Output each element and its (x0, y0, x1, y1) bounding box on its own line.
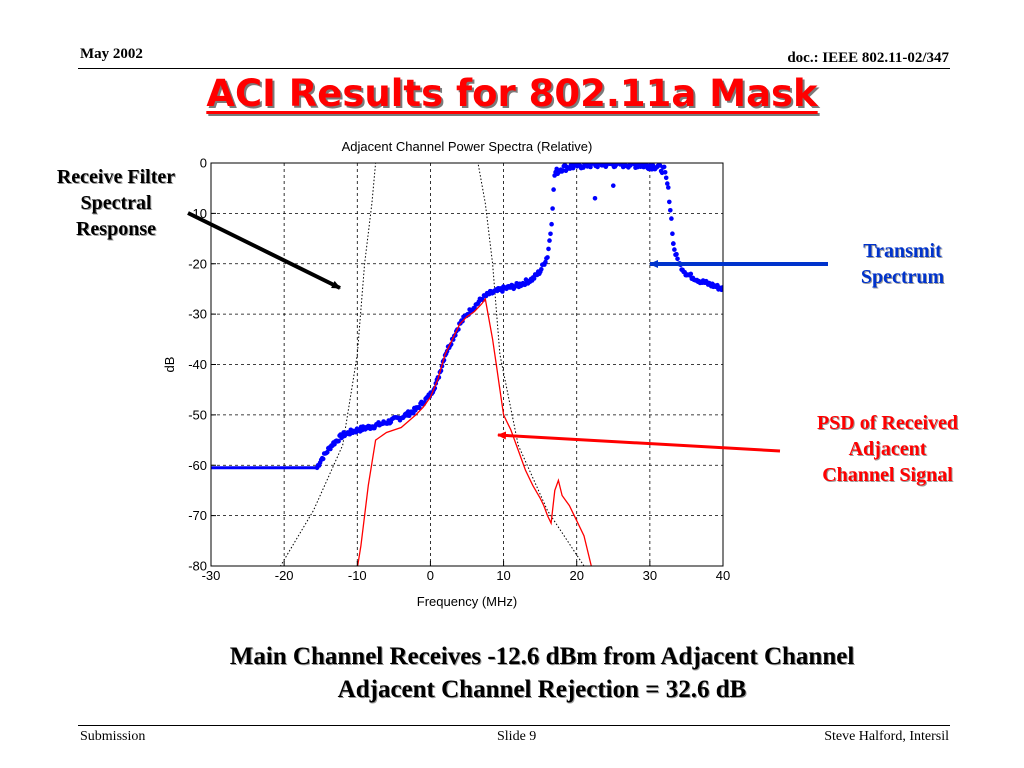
receive-filter-curve (279, 163, 586, 566)
transmit-marker (592, 195, 598, 201)
y-tick-label: -60 (188, 458, 207, 473)
plot-background (211, 163, 723, 566)
y-tick-label: -50 (188, 407, 207, 422)
transmit-marker (581, 165, 586, 170)
psd-received-curve (356, 297, 592, 566)
transmit-marker (675, 256, 680, 262)
transmit-marker (325, 449, 330, 455)
annotation-arrows (187, 211, 828, 453)
x-tick-label: 30 (643, 568, 657, 583)
x-tick-label: -30 (202, 568, 221, 583)
transmit-marker (670, 231, 675, 236)
transmit-marker (551, 187, 556, 192)
transmit-marker (539, 267, 544, 272)
transmit-marker (650, 163, 656, 168)
receive-filter-label: Receive Filter Spectral Response (28, 164, 204, 242)
transmit-marker (665, 181, 670, 186)
chart-title: Adjacent Channel Power Spectra (Relative… (342, 139, 593, 154)
y-tick-label: -80 (188, 559, 207, 574)
x-tick-label: 0 (427, 568, 434, 583)
transmit-marker (669, 216, 674, 221)
receive-filter-line-1: Receive Filter (56, 166, 176, 188)
transmit-marker (531, 276, 537, 281)
slide-title: ACI Results for 802.11a Mask (206, 72, 818, 115)
transmit-line-2: Spectrum (860, 266, 945, 288)
receive-filter-line-2: Spectral (80, 192, 152, 214)
transmit-marker (663, 175, 669, 181)
y-tick-label: -30 (188, 307, 207, 322)
gridlines (211, 163, 723, 566)
transmit-marker (548, 231, 553, 237)
transmit-marker (688, 271, 694, 277)
y-tick-label: 0 (200, 156, 207, 171)
transmit-marker (546, 246, 551, 252)
header-doc-id: doc.: IEEE 802.11-02/347 (787, 50, 949, 66)
transmit-marker (336, 438, 341, 444)
y-tick-label: -20 (188, 256, 207, 271)
transmit-marker (610, 183, 616, 188)
psd-line-2: Adjacent (848, 438, 927, 460)
receive-filter-arrow (187, 211, 341, 290)
transmit-marker (549, 221, 554, 227)
transmit-marker (661, 164, 667, 170)
x-axis-label: Frequency (MHz) (417, 594, 517, 609)
transmit-marker (674, 251, 679, 257)
footer-author: Steve Halford, Intersil (824, 729, 949, 744)
transmit-marker (667, 199, 672, 205)
transmit-marker (670, 241, 676, 246)
axis-ticks: -30 -20 -10 0 10 20 30 400-10-20-30-40-50-60-70… (188, 156, 730, 584)
y-axis-label: dB (162, 357, 177, 373)
x-tick-label: 20 (569, 568, 583, 583)
transmit-spectrum-markers (211, 163, 723, 471)
transmit-line-1: Transmit (863, 240, 942, 262)
footer-submission: Submission (80, 729, 146, 744)
transmit-spectrum-label: Transmit Spectrum (820, 238, 985, 290)
transmit-marker (720, 285, 723, 290)
y-tick-label: -70 (188, 508, 207, 523)
footer-divider (78, 725, 950, 726)
transmit-marker (320, 456, 326, 462)
transmit-marker (588, 164, 593, 170)
series-layer (211, 163, 723, 566)
transmit-marker (543, 259, 548, 265)
transmit-marker (672, 247, 677, 252)
transmit-marker (595, 164, 600, 170)
x-tick-label: -10 (348, 568, 367, 583)
summary-line-1: Main Channel Receives -12.6 dBm from Adj… (229, 643, 855, 670)
transmit-marker (545, 255, 550, 260)
x-tick-label: 40 (716, 568, 730, 583)
transmit-marker (666, 185, 671, 190)
psd-line-3: Channel Signal (822, 464, 953, 486)
transmit-marker (547, 238, 552, 243)
x-tick-label: 10 (496, 568, 510, 583)
header-divider (78, 68, 950, 69)
y-tick-label: -40 (188, 357, 207, 372)
transmit-marker (550, 206, 555, 211)
result-summary: Main Channel Receives -12.6 dBm from Adj… (0, 640, 1024, 706)
x-tick-label: -20 (275, 568, 294, 583)
footer-slide-number: Slide 9 (497, 729, 537, 744)
psd-line-1: PSD of Received (816, 412, 959, 434)
header-date: May 2002 (80, 46, 143, 62)
summary-line-2: Adjacent Channel Rejection = 32.6 dB (337, 676, 747, 703)
receive-filter-line-3: Response (75, 218, 156, 240)
psd-label: PSD of Received Adjacent Channel Signal (770, 410, 1005, 488)
psd-arrow (497, 431, 781, 453)
transmit-marker (662, 170, 668, 175)
plot-area (210, 162, 724, 567)
transmit-marker (668, 208, 673, 213)
